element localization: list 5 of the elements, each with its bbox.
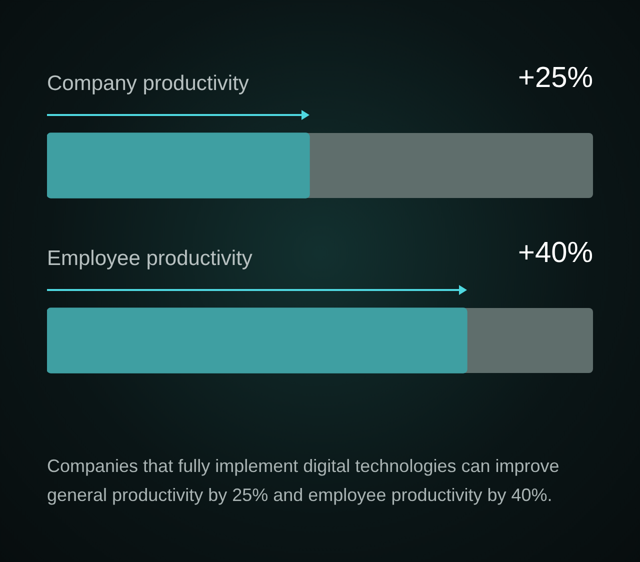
y-tick-label: Employee productivity — [47, 247, 253, 270]
text: Companies that fully implement digital technologies can improve general productivity by 25% and employee productivity by 40%. — [47, 455, 560, 507]
y-tick-label: Company productivity — [47, 72, 250, 95]
data-label: +40% — [518, 237, 593, 269]
data-label: +25% — [518, 62, 593, 94]
